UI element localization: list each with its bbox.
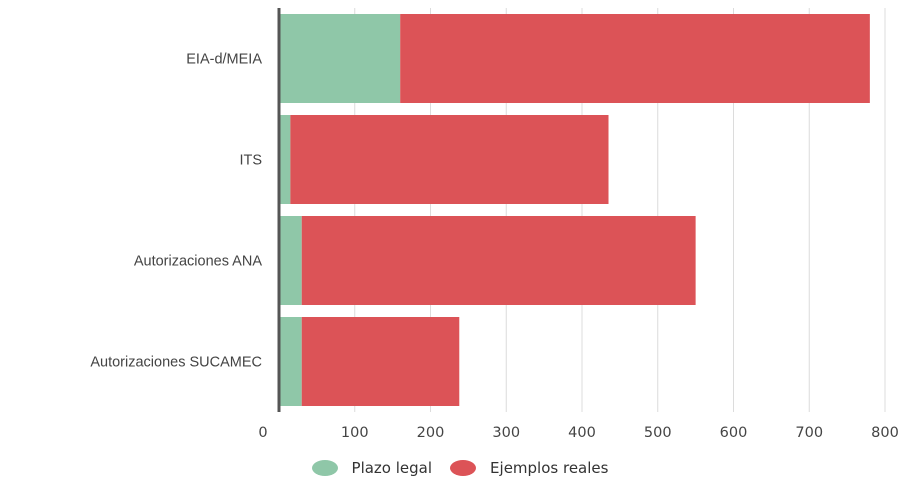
x-tick-label: 700 <box>795 425 823 441</box>
tick-labels: 0 100 200 300 400 500 600 700 800 <box>258 425 898 441</box>
category-label: EIA-d/MEIA <box>186 52 262 68</box>
legend-label-ejemplos-reales: Ejemplos reales <box>490 458 609 477</box>
bar-plazo-legal-0[interactable] <box>279 14 401 103</box>
legend-label-plazo-legal: Plazo legal <box>351 458 433 477</box>
bar-ejemplos-reales-0[interactable] <box>400 14 870 103</box>
stacked-bar-chart: EIA-d/MEIA ITS Autorizaciones ANA Autorizac… <box>90 8 899 441</box>
x-tick-label: 500 <box>644 425 672 441</box>
category-label: ITS <box>239 153 262 169</box>
x-tick-label: 0 <box>258 425 267 441</box>
bar-plazo-legal-3[interactable] <box>279 317 302 406</box>
legend-swatch-plazo-legal <box>311 459 338 476</box>
bar-ejemplos-reales-2[interactable] <box>301 216 696 305</box>
category-labels: EIA-d/MEIA ITS Autorizaciones ANA Autorizac… <box>90 52 262 371</box>
bar-ejemplos-reales-1[interactable] <box>290 115 609 204</box>
category-label: Autorizaciones ANA <box>134 254 262 270</box>
legend-item-ejemplos-reales[interactable]: Ejemplos reales <box>450 459 608 477</box>
bar-plazo-legal-2[interactable] <box>279 216 302 305</box>
bar-plazo-legal-1[interactable] <box>279 115 291 204</box>
legend-item-plazo-legal[interactable]: Plazo legal <box>311 458 433 477</box>
x-tick-label: 800 <box>871 425 899 441</box>
x-tick-label: 100 <box>341 425 369 441</box>
category-label: Autorizaciones SUCAMEC <box>90 355 262 371</box>
chart-legend: Plazo legal Ejemplos reales <box>0 456 920 479</box>
x-tick-label: 300 <box>492 425 520 441</box>
x-tick-label: 600 <box>720 425 748 441</box>
x-tick-label: 200 <box>417 425 445 441</box>
bar-ejemplos-reales-3[interactable] <box>301 317 460 406</box>
bars-layer <box>279 14 870 406</box>
legend-swatch-ejemplos-reales <box>450 459 477 476</box>
x-tick-label: 400 <box>568 425 596 441</box>
